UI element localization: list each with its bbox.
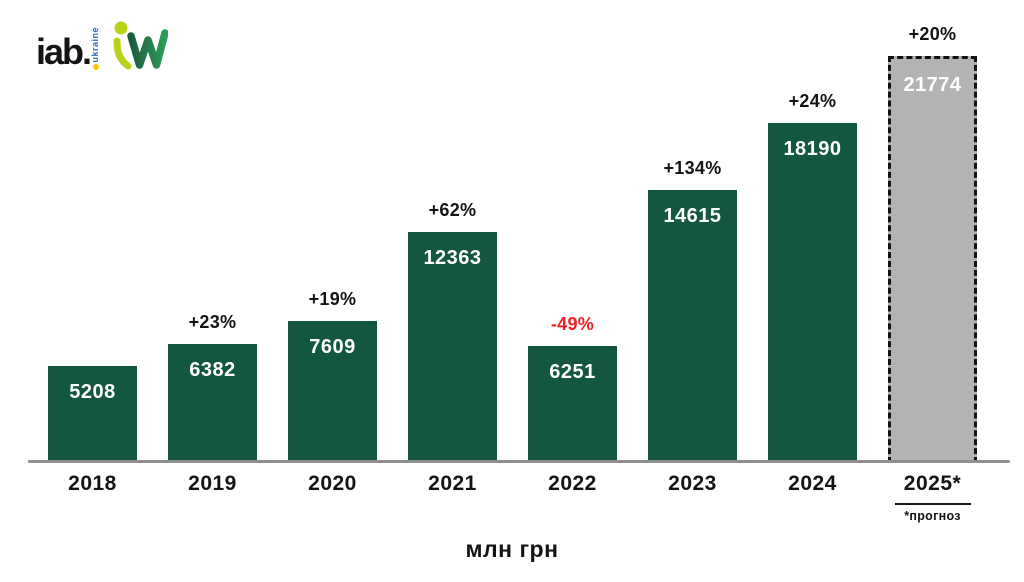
bar-value-label: 6251 (549, 361, 596, 383)
bar: 6382 (168, 344, 257, 463)
x-tick-label-2019: 2019 (153, 472, 273, 496)
pct-change-label: +134% (663, 158, 722, 178)
bar: 18190 (768, 123, 857, 463)
year-text: 2022 (548, 472, 597, 495)
pct-change-label: +62% (428, 200, 477, 220)
pct-change-label: +24% (788, 91, 837, 111)
x-tick-label-2022: 2022 (513, 472, 633, 496)
bar-value-label: 6382 (189, 359, 236, 381)
year-text: 2024 (788, 472, 837, 495)
bar: 14615 (648, 190, 737, 463)
forecast-footnote: *прогноз (894, 503, 971, 523)
x-tick-label-2024: 2024 (753, 472, 873, 496)
yellow-dot-icon (92, 64, 99, 70)
x-tick-label-2025*: 2025* *прогноз (873, 472, 993, 523)
bar-column-2022: -49% 6251 (513, 0, 633, 463)
bar: 7609 (288, 321, 377, 463)
iw-logo-icon (113, 21, 169, 70)
iab-logo-text: iab. (36, 31, 92, 72)
bar-value-label: 21774 (903, 74, 962, 96)
pct-change-label: +23% (188, 312, 237, 332)
bar-column-2024: +24% 18190 (753, 0, 873, 463)
bar-value-label: 5208 (69, 381, 116, 403)
bar-column-2021: +62% 12363 (393, 0, 513, 463)
x-tick-label-2018: 2018 (33, 472, 153, 496)
plot-area: 5208 +23% 6382 +19% 7609 +62% 12363 -49% 6251 +13… (28, 0, 1010, 463)
x-axis-line (28, 460, 1010, 463)
bar-column-2023: +134% 14615 (633, 0, 753, 463)
x-axis-unit-label: млн грн (465, 536, 559, 562)
year-text: 2025* (903, 472, 962, 495)
year-text: 2019 (188, 472, 237, 495)
year-text: 2021 (428, 472, 477, 495)
bar-value-label: 14615 (663, 205, 722, 227)
iab-ukraine-logo: iab. ukraine (36, 14, 169, 72)
bar-value-label: 7609 (309, 336, 356, 358)
x-tick-label-2020: 2020 (273, 472, 393, 496)
bar-column-2018: 5208 (33, 0, 153, 463)
bar-value-label: 18190 (783, 138, 842, 160)
x-tick-label-2023: 2023 (633, 472, 753, 496)
bar-value-label: 12363 (423, 247, 482, 269)
year-text: 2020 (308, 472, 357, 495)
bar: 5208 (48, 366, 137, 463)
forecast-bar: 21774 (888, 56, 977, 463)
x-tick-label-2021: 2021 (393, 472, 513, 496)
bar: 12363 (408, 232, 497, 463)
pct-change-label: +20% (908, 24, 957, 44)
pct-change-label: -49% (550, 314, 595, 334)
bar-column-2025*: +20% 21774 (873, 0, 993, 463)
bar: 6251 (528, 346, 617, 463)
x-axis-labels: 2018 2019 2020 2021 2022 2023 2024 2025* *прогно… (28, 472, 1010, 552)
year-text: 2023 (668, 472, 717, 495)
ukraine-vertical-label: ukraine (90, 27, 100, 72)
pct-change-label: +19% (308, 289, 357, 309)
year-text: 2018 (68, 472, 117, 495)
bar-column-2019: +23% 6382 (153, 0, 273, 463)
bar-column-2020: +19% 7609 (273, 0, 393, 463)
